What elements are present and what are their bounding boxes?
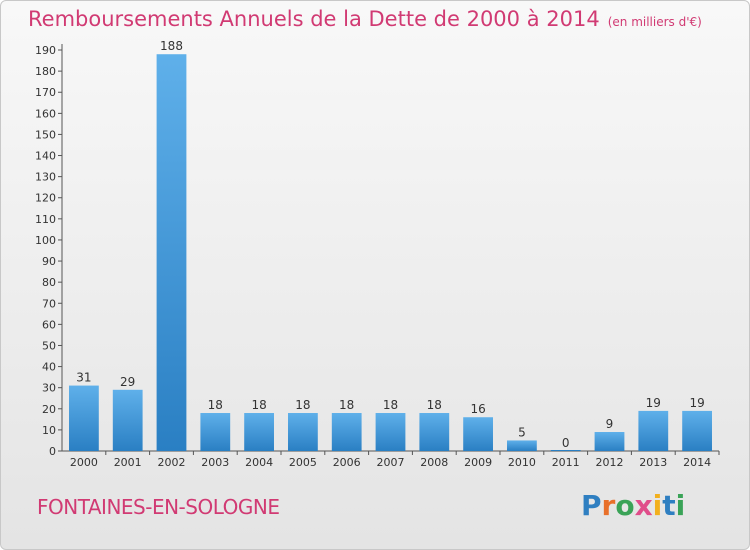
bar [69,385,99,451]
y-tick-label: 20 [42,403,56,416]
bar [638,410,669,451]
data-label: 9 [606,417,614,431]
x-tick-label: 2003 [201,456,229,469]
y-tick-label: 30 [42,382,56,395]
data-label: 18 [383,398,398,412]
logo-letter: i [675,489,686,522]
x-tick-label: 2009 [464,456,492,469]
data-label: 0 [562,436,570,450]
x-tick-label: 2005 [289,456,317,469]
x-tick-label: 2014 [683,456,711,469]
bar [463,417,493,451]
logo-letter: x [634,489,653,522]
bar [375,413,406,451]
data-label: 18 [208,398,223,412]
proxiti-logo: Proxiti [581,489,685,522]
y-tick-label: 10 [42,424,56,437]
x-tick-label: 2012 [596,456,624,469]
y-tick-label: 150 [35,128,56,141]
x-tick-label: 2002 [158,456,186,469]
data-label: 16 [470,402,485,416]
commune-name: FONTAINES-EN-SOLOGNE [37,495,280,519]
x-tick-label: 2008 [420,456,448,469]
x-tick-label: 2004 [245,456,273,469]
bar [200,413,231,451]
y-tick-label: 80 [42,276,56,289]
data-label: 18 [295,398,310,412]
logo-letter: o [615,489,635,522]
logo-letter: r [601,489,616,522]
x-tick-label: 2010 [508,456,536,469]
data-label: 18 [251,398,266,412]
data-label: 188 [160,39,183,53]
data-label: 18 [339,398,354,412]
bar [331,413,362,451]
data-label: 19 [646,396,661,410]
y-tick-label: 0 [49,445,56,458]
logo-letter: P [581,489,602,522]
y-tick-label: 110 [35,213,56,226]
chart-title: Remboursements Annuels de la Dette de 20… [28,7,702,31]
y-tick-label: 60 [42,318,56,331]
data-label: 5 [518,425,526,439]
bar [594,432,625,451]
logo-letter: i [652,489,663,522]
x-tick-label: 2000 [70,456,98,469]
data-label: 29 [120,375,135,389]
x-tick-label: 2011 [552,456,580,469]
y-tick-label: 70 [42,297,56,310]
y-tick-label: 160 [35,107,56,120]
x-tick-label: 2001 [114,456,142,469]
data-label: 31 [76,371,91,385]
bar [507,440,537,451]
bar [288,413,318,451]
bar [244,413,274,451]
y-tick-label: 190 [35,44,56,57]
y-tick-label: 130 [35,171,56,184]
logo-letter: t [662,489,676,522]
chart-subtitle: (en milliers d'€) [607,15,702,29]
y-tick-label: 50 [42,339,56,352]
bar [156,54,187,451]
y-tick-label: 120 [35,192,56,205]
x-tick-label: 2006 [333,456,361,469]
data-label: 18 [427,398,442,412]
y-tick-label: 170 [35,86,56,99]
bar [682,410,712,451]
y-tick-label: 180 [35,65,56,78]
chart-title-text: Remboursements Annuels de la Dette de 20… [28,7,600,31]
x-tick-label: 2013 [639,456,667,469]
y-tick-label: 90 [42,255,56,268]
y-tick-label: 140 [35,150,56,163]
bar [419,413,450,451]
y-tick-label: 40 [42,361,56,374]
y-tick-label: 100 [35,234,56,247]
bar [112,389,143,451]
data-label: 19 [689,396,704,410]
x-tick-label: 2007 [377,456,405,469]
